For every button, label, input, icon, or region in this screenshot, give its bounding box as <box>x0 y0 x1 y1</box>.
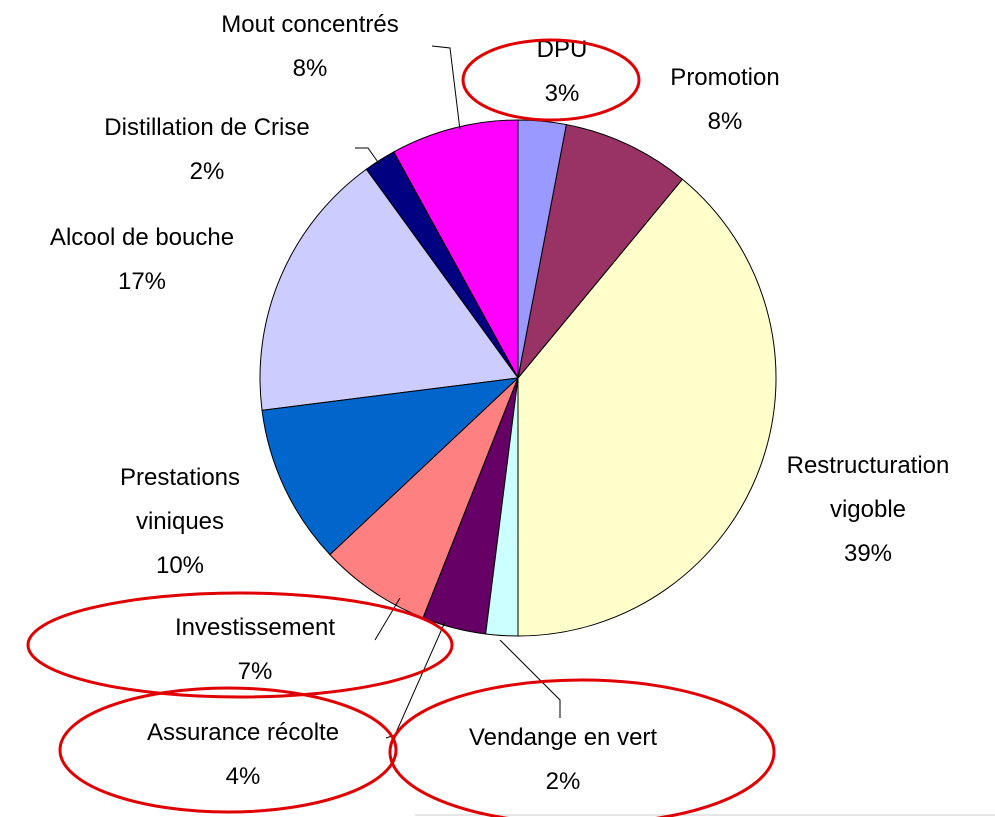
slice-percent: 17% <box>117 268 167 295</box>
slice-label: Alcool de bouche 17% <box>50 216 234 304</box>
slice-name: Distillation de Crise <box>104 114 310 141</box>
pie-slice <box>261 377 520 556</box>
slice-percent: 7% <box>237 658 273 685</box>
slice-name: Vendange en vert <box>468 724 658 751</box>
slice-label: Mout concentrés 8% <box>221 3 398 91</box>
slice-label: DPU 3% <box>537 28 588 116</box>
slice-percent: 8% <box>292 55 328 82</box>
slice-label: Assurance récolte 4% <box>147 711 339 799</box>
slice-percent: 2% <box>189 158 225 185</box>
slice-name: Alcool de bouche <box>49 224 235 251</box>
slice-percent: 10% <box>155 552 205 579</box>
leader-line <box>355 147 381 166</box>
slice-name: Restructuration vigoble <box>786 452 950 523</box>
pie-slice <box>517 178 777 637</box>
slice-label: Restructuration vigoble 39% <box>773 444 963 576</box>
slice-name: Prestations viniques <box>119 464 241 535</box>
slice-name: Assurance récolte <box>146 719 340 746</box>
leader-line <box>374 597 401 641</box>
leader-line <box>385 621 446 739</box>
slice-label: Distillation de Crise 2% <box>104 106 309 194</box>
slice-label: Investissement 7% <box>175 606 335 694</box>
slice-percent: 3% <box>544 80 580 107</box>
slice-name: Mout concentrés <box>221 11 399 38</box>
slice-name: Investissement <box>174 614 336 641</box>
leader-line <box>431 45 461 131</box>
slice-percent: 4% <box>225 763 261 790</box>
slice-label: Prestations viniques 10% <box>105 456 255 588</box>
slice-percent: 2% <box>545 768 581 795</box>
leader-line <box>499 639 561 718</box>
slice-percent: 39% <box>843 540 893 567</box>
slice-label: Vendange en vert 2% <box>469 716 657 804</box>
slice-label: Promotion 8% <box>670 56 779 144</box>
slice-percent: 8% <box>707 108 743 135</box>
pie-slice <box>259 168 519 411</box>
slice-name: DPU <box>536 36 588 63</box>
slice-name: Promotion <box>670 64 780 91</box>
pie-slice <box>517 123 684 379</box>
